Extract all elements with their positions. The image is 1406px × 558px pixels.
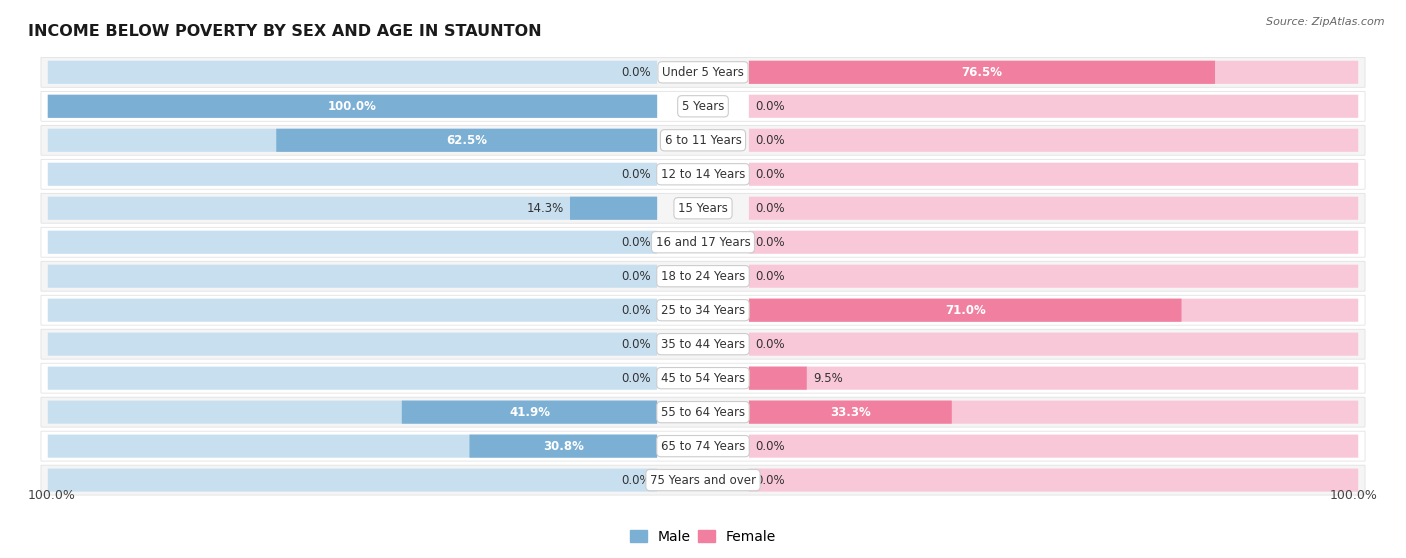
- FancyBboxPatch shape: [41, 126, 1365, 155]
- Text: 76.5%: 76.5%: [962, 66, 1002, 79]
- FancyBboxPatch shape: [48, 367, 657, 389]
- Text: 0.0%: 0.0%: [755, 338, 785, 350]
- FancyBboxPatch shape: [749, 230, 1358, 254]
- Text: 65 to 74 Years: 65 to 74 Years: [661, 440, 745, 453]
- FancyBboxPatch shape: [470, 435, 657, 458]
- FancyBboxPatch shape: [48, 333, 657, 356]
- FancyBboxPatch shape: [41, 261, 1365, 291]
- FancyBboxPatch shape: [402, 401, 657, 424]
- FancyBboxPatch shape: [41, 92, 1365, 121]
- Text: 0.0%: 0.0%: [755, 235, 785, 249]
- Text: 0.0%: 0.0%: [621, 474, 651, 487]
- Text: 0.0%: 0.0%: [621, 304, 651, 317]
- Text: 6 to 11 Years: 6 to 11 Years: [665, 134, 741, 147]
- Text: 0.0%: 0.0%: [621, 235, 651, 249]
- FancyBboxPatch shape: [48, 230, 657, 254]
- FancyBboxPatch shape: [41, 397, 1365, 427]
- FancyBboxPatch shape: [749, 95, 1358, 118]
- Text: 0.0%: 0.0%: [755, 168, 785, 181]
- FancyBboxPatch shape: [48, 299, 657, 322]
- Text: Source: ZipAtlas.com: Source: ZipAtlas.com: [1267, 17, 1385, 27]
- FancyBboxPatch shape: [749, 163, 1358, 186]
- FancyBboxPatch shape: [41, 431, 1365, 461]
- Text: 18 to 24 Years: 18 to 24 Years: [661, 270, 745, 283]
- Text: 30.8%: 30.8%: [543, 440, 583, 453]
- Text: 100.0%: 100.0%: [1330, 488, 1378, 502]
- FancyBboxPatch shape: [41, 193, 1365, 223]
- Text: 62.5%: 62.5%: [446, 134, 488, 147]
- FancyBboxPatch shape: [41, 159, 1365, 189]
- Legend: Male, Female: Male, Female: [624, 525, 782, 550]
- FancyBboxPatch shape: [48, 163, 657, 186]
- FancyBboxPatch shape: [749, 435, 1358, 458]
- Text: 5 Years: 5 Years: [682, 100, 724, 113]
- FancyBboxPatch shape: [749, 469, 1358, 492]
- Text: 0.0%: 0.0%: [755, 134, 785, 147]
- Text: 75 Years and over: 75 Years and over: [650, 474, 756, 487]
- Text: 15 Years: 15 Years: [678, 202, 728, 215]
- Text: 33.3%: 33.3%: [830, 406, 870, 418]
- Text: 41.9%: 41.9%: [509, 406, 550, 418]
- FancyBboxPatch shape: [749, 61, 1358, 84]
- FancyBboxPatch shape: [48, 401, 657, 424]
- Text: 0.0%: 0.0%: [621, 168, 651, 181]
- Text: 35 to 44 Years: 35 to 44 Years: [661, 338, 745, 350]
- FancyBboxPatch shape: [749, 367, 1358, 389]
- FancyBboxPatch shape: [48, 469, 657, 492]
- FancyBboxPatch shape: [41, 465, 1365, 495]
- Text: 12 to 14 Years: 12 to 14 Years: [661, 168, 745, 181]
- FancyBboxPatch shape: [48, 435, 657, 458]
- Text: 0.0%: 0.0%: [621, 372, 651, 384]
- Text: 0.0%: 0.0%: [755, 440, 785, 453]
- FancyBboxPatch shape: [48, 129, 657, 152]
- Text: 0.0%: 0.0%: [621, 270, 651, 283]
- FancyBboxPatch shape: [48, 61, 657, 84]
- FancyBboxPatch shape: [749, 299, 1358, 322]
- FancyBboxPatch shape: [41, 57, 1365, 87]
- FancyBboxPatch shape: [749, 401, 952, 424]
- FancyBboxPatch shape: [749, 264, 1358, 288]
- FancyBboxPatch shape: [749, 401, 1358, 424]
- FancyBboxPatch shape: [48, 95, 657, 118]
- Text: 0.0%: 0.0%: [755, 270, 785, 283]
- FancyBboxPatch shape: [749, 333, 1358, 356]
- Text: 0.0%: 0.0%: [755, 202, 785, 215]
- Text: 0.0%: 0.0%: [621, 338, 651, 350]
- FancyBboxPatch shape: [749, 196, 1358, 220]
- Text: 71.0%: 71.0%: [945, 304, 986, 317]
- FancyBboxPatch shape: [48, 264, 657, 288]
- Text: 0.0%: 0.0%: [755, 100, 785, 113]
- Text: 9.5%: 9.5%: [813, 372, 844, 384]
- FancyBboxPatch shape: [41, 363, 1365, 393]
- FancyBboxPatch shape: [41, 227, 1365, 257]
- Text: Under 5 Years: Under 5 Years: [662, 66, 744, 79]
- Text: 100.0%: 100.0%: [28, 488, 76, 502]
- Text: 0.0%: 0.0%: [755, 474, 785, 487]
- Text: 100.0%: 100.0%: [328, 100, 377, 113]
- FancyBboxPatch shape: [48, 95, 657, 118]
- Text: 55 to 64 Years: 55 to 64 Years: [661, 406, 745, 418]
- Text: 45 to 54 Years: 45 to 54 Years: [661, 372, 745, 384]
- FancyBboxPatch shape: [749, 299, 1181, 322]
- Text: INCOME BELOW POVERTY BY SEX AND AGE IN STAUNTON: INCOME BELOW POVERTY BY SEX AND AGE IN S…: [28, 25, 541, 39]
- Text: 0.0%: 0.0%: [621, 66, 651, 79]
- Text: 14.3%: 14.3%: [526, 202, 564, 215]
- FancyBboxPatch shape: [749, 129, 1358, 152]
- FancyBboxPatch shape: [41, 329, 1365, 359]
- FancyBboxPatch shape: [277, 129, 657, 152]
- FancyBboxPatch shape: [749, 61, 1215, 84]
- FancyBboxPatch shape: [41, 295, 1365, 325]
- FancyBboxPatch shape: [48, 196, 657, 220]
- FancyBboxPatch shape: [569, 196, 657, 220]
- Text: 25 to 34 Years: 25 to 34 Years: [661, 304, 745, 317]
- FancyBboxPatch shape: [749, 367, 807, 389]
- Text: 16 and 17 Years: 16 and 17 Years: [655, 235, 751, 249]
